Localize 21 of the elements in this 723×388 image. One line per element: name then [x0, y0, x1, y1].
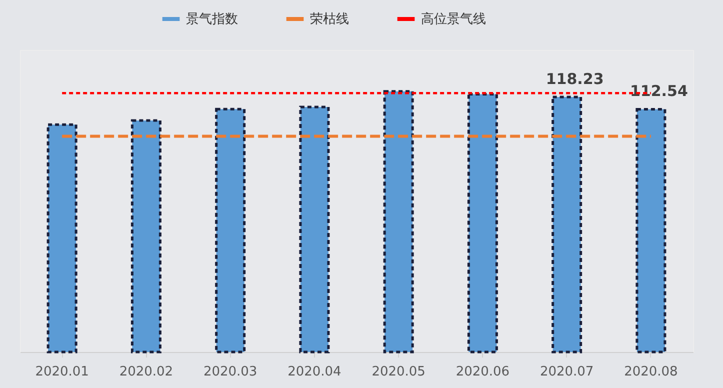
x-tick-label: 2020.02 [119, 364, 174, 380]
data-label: 118.23 [546, 70, 604, 88]
x-tick-label: 2020.05 [372, 364, 426, 380]
legend-label: 高位景气线 [421, 11, 486, 27]
bar [130, 119, 162, 354]
legend-label: 荣枯线 [310, 12, 349, 27]
data-label: 112.54 [630, 82, 688, 100]
x-tick-label: 2020.04 [288, 364, 342, 380]
bar [215, 108, 246, 354]
x-tick-label: 2020.06 [456, 364, 510, 380]
x-tick-label: 2020.01 [35, 364, 89, 380]
bar [46, 123, 78, 354]
x-tick-label: 2020.07 [540, 364, 594, 380]
bar [636, 108, 666, 354]
legend-label: 景气指数 [186, 12, 238, 27]
bar [552, 96, 582, 354]
x-tick-label: 2020.08 [624, 364, 678, 380]
bar [467, 92, 498, 354]
x-tick-label: 2020.03 [203, 364, 258, 380]
bar [299, 106, 330, 354]
bar [383, 90, 414, 354]
